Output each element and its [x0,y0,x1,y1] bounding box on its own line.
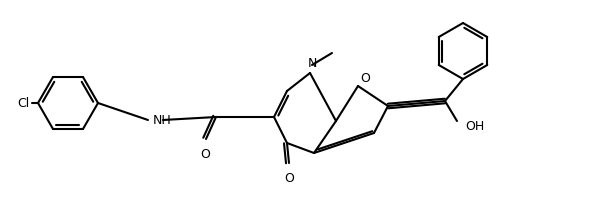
Text: O: O [284,172,294,185]
Text: O: O [360,72,370,85]
Text: O: O [200,148,210,161]
Text: Cl: Cl [17,97,29,110]
Text: OH: OH [465,120,484,133]
Text: N: N [307,57,317,70]
Text: NH: NH [153,113,172,126]
